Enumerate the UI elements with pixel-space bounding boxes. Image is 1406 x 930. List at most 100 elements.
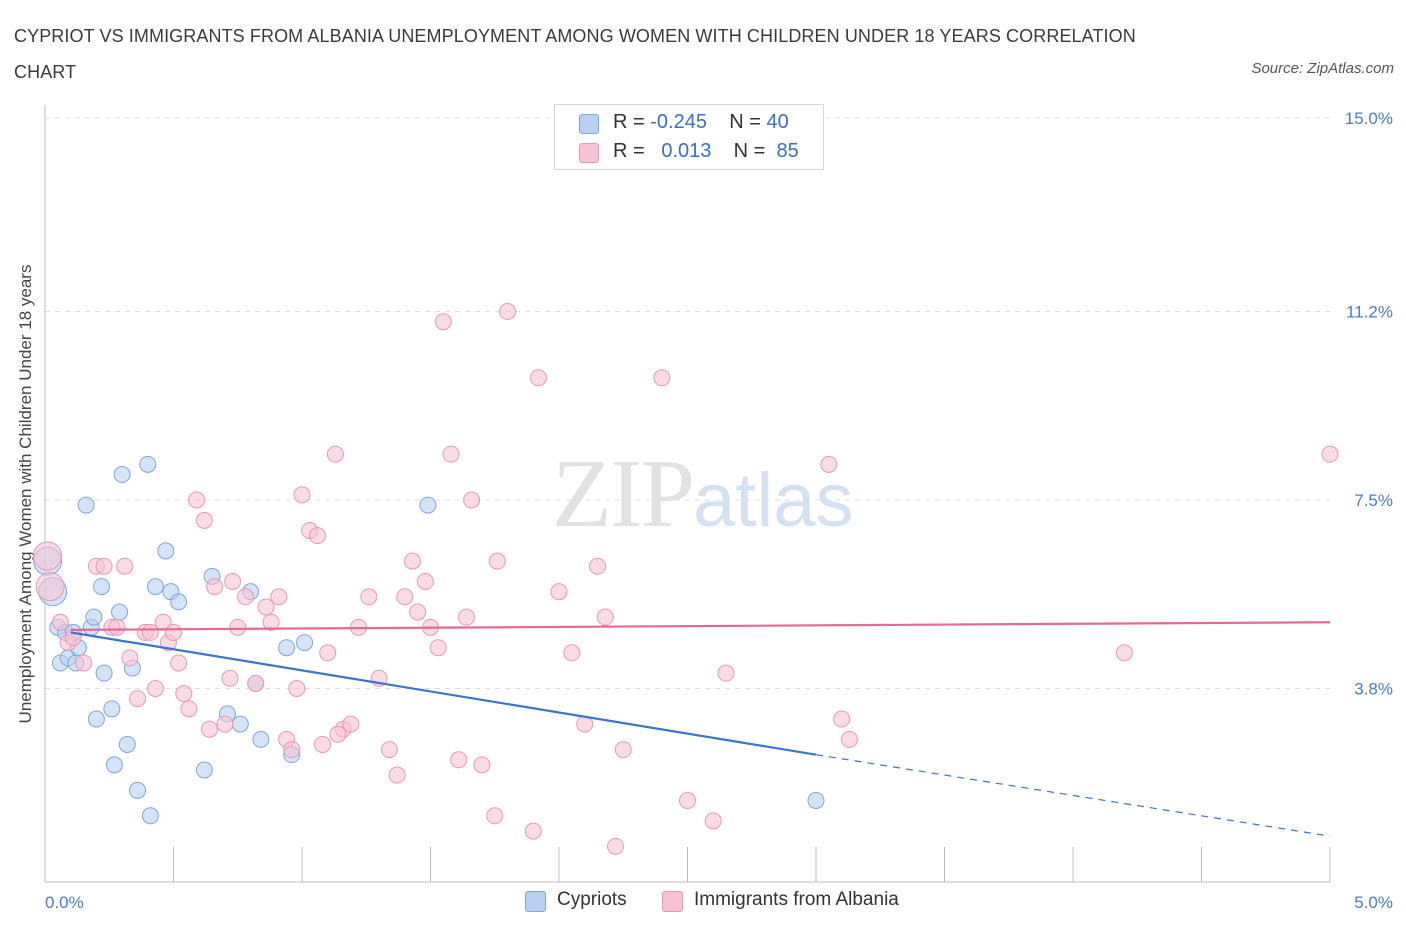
watermark-zip: ZIP (552, 440, 695, 548)
cypriots-point (296, 634, 314, 652)
albania-swatch (662, 891, 683, 912)
cypriots-swatch (525, 891, 546, 912)
cypriots-point (113, 466, 131, 484)
albania-point (486, 807, 504, 825)
albania-point (206, 578, 224, 596)
albania-point (221, 669, 239, 687)
n-label: N = (729, 111, 761, 133)
data-points (33, 303, 1339, 855)
bottom-legend-label: Immigrants from Albania (694, 889, 899, 910)
n-label: N = (733, 140, 766, 162)
cypriots-point (129, 781, 147, 799)
albania-point (429, 639, 447, 657)
cypriots-point (85, 608, 103, 626)
cypriots-point (157, 542, 175, 560)
albania-point (550, 583, 568, 601)
albania-point (404, 552, 422, 570)
albania-point (236, 588, 254, 606)
legend-text-cypriots: R = -0.245 N = 40 (613, 111, 789, 134)
albania-point (529, 369, 547, 387)
albania-swatch (579, 143, 599, 163)
albania-point (833, 710, 851, 728)
cypriots-trend-extension (815, 754, 1331, 837)
albania-point (596, 608, 614, 626)
albania-point (457, 608, 475, 626)
source-label: Source: ZipAtlas.com (1251, 60, 1394, 77)
albania-point (326, 445, 344, 463)
cypriots-point (195, 761, 213, 779)
albania-point (180, 700, 198, 718)
albania-point (614, 741, 632, 759)
cypriots-point (139, 455, 157, 473)
cypriots-point (93, 578, 111, 596)
albania-point (360, 588, 378, 606)
albania-point (247, 674, 265, 692)
chart-title: CYPRIOT VS IMMIGRANTS FROM ALBANIA UNEMP… (14, 26, 1136, 82)
r-label: R = (613, 111, 645, 133)
albania-point (121, 649, 139, 667)
albania-point (524, 822, 542, 840)
albania-point (488, 552, 506, 570)
cypriots-point (231, 715, 249, 733)
tick-labels: 3.8% 7.5% 11.2% 15.0% 0.0% 5.0% (45, 109, 1393, 912)
albania-point (175, 685, 193, 703)
n-value: 85 (776, 140, 799, 162)
albania-point (116, 557, 134, 575)
cypriots-point (95, 664, 113, 682)
albania-point (165, 623, 182, 641)
bottom-legend-label: Cypriots (557, 889, 627, 910)
albania-point (329, 725, 347, 743)
y-tick-label: 3.8% (1354, 679, 1393, 698)
r-label: R = (613, 140, 645, 162)
albania-point (416, 572, 434, 590)
albania-point (195, 511, 213, 529)
albania-point (380, 741, 398, 759)
albania-point (270, 588, 288, 606)
albania-point (262, 613, 280, 631)
albania-point (1321, 445, 1339, 463)
albania-point (129, 690, 147, 708)
albania-point (704, 812, 722, 830)
albania-point (257, 598, 275, 616)
albania-point (563, 644, 581, 662)
axes (44, 105, 1331, 883)
cypriots-point (111, 603, 129, 621)
albania-point (95, 557, 113, 575)
albania-point (679, 792, 696, 810)
albania-point (35, 572, 65, 602)
albania-point (51, 613, 69, 631)
albania-point (409, 603, 427, 621)
cypriots-point (77, 496, 95, 514)
n-value: 40 (766, 111, 789, 133)
albania-point (33, 541, 63, 571)
albania-point (450, 751, 468, 769)
albania-trend-line (70, 621, 1331, 631)
albania-point (141, 623, 159, 641)
cypriots-point (105, 756, 123, 774)
albania-point (147, 679, 165, 697)
cypriots-point (170, 593, 188, 611)
albania-point (170, 654, 188, 672)
cypriots-point (147, 578, 165, 596)
albania-point (224, 572, 242, 590)
albania-point (342, 715, 360, 733)
albania-point (229, 618, 247, 636)
cypriots-trend-line (70, 631, 817, 756)
albania-point (653, 369, 671, 387)
albania-point (75, 654, 93, 672)
x-tick-label: 0.0% (45, 893, 84, 912)
albania-point (820, 455, 838, 473)
albania-point (388, 766, 406, 784)
albania-point (396, 588, 414, 606)
albania-point (308, 527, 326, 545)
legend-text-albania: R = 0.013 N = 85 (613, 140, 799, 163)
albania-point (1115, 644, 1133, 662)
cypriots-point (141, 807, 159, 825)
cypriots-point (103, 700, 121, 718)
albania-point (216, 715, 234, 733)
y-tick-label: 11.2% (1346, 303, 1393, 322)
r-value: 0.013 (661, 140, 712, 162)
albania-point (589, 557, 607, 575)
cypriots-point (807, 792, 825, 810)
